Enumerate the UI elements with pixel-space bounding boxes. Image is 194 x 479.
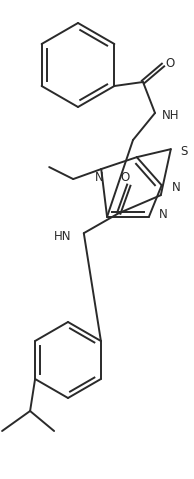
Text: S: S [180,145,187,158]
Text: N: N [159,208,168,221]
Text: O: O [120,171,129,183]
Text: N: N [95,171,104,183]
Text: O: O [165,57,175,69]
Text: HN: HN [54,229,72,243]
Text: NH: NH [162,109,179,122]
Text: N: N [172,181,180,194]
